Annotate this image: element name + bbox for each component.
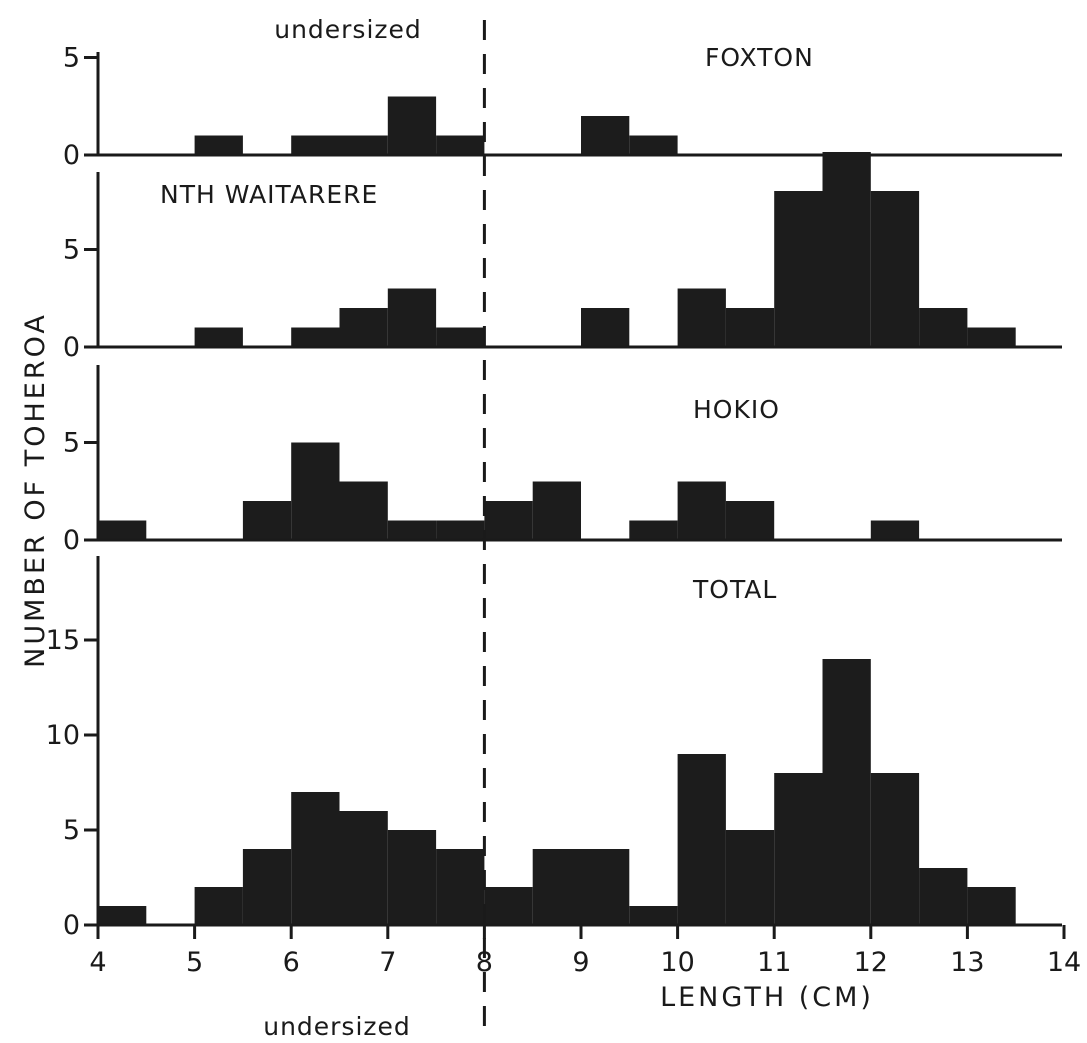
bar-total-10_5 xyxy=(725,830,775,925)
bar-total-4 xyxy=(98,906,147,925)
bar-hokio-8 xyxy=(484,501,533,540)
panel-title-nth-waitarere: NTH WAITARERE xyxy=(160,180,378,209)
bar-nth-waitarere-7 xyxy=(387,288,437,347)
bar-hokio-7_5 xyxy=(436,520,485,540)
bar-foxton-7 xyxy=(387,96,437,155)
bar-total-10 xyxy=(677,754,726,925)
x-tick-label-5: 5 xyxy=(186,947,203,978)
bar-hokio-8_5 xyxy=(532,481,581,540)
y-tick-label-hokio-0: 0 xyxy=(63,525,80,556)
bar-total-11 xyxy=(774,773,823,925)
bar-hokio-10_5 xyxy=(725,501,775,540)
undersized-label-bottom: undersized xyxy=(263,1012,411,1041)
bar-total-11_5 xyxy=(822,659,871,925)
y-tick-label-total-10: 10 xyxy=(46,720,80,751)
y-tick-label-foxton-0: 0 xyxy=(63,140,80,171)
y-axis-title: NUMBER OF TOHEROA xyxy=(20,312,51,668)
bar-hokio-5_5 xyxy=(242,501,292,540)
bar-foxton-9_5 xyxy=(629,135,678,155)
bar-hokio-7 xyxy=(387,520,437,540)
bar-hokio-4 xyxy=(98,520,147,540)
bar-nth-waitarere-6_5 xyxy=(339,308,388,347)
bar-foxton-6_5 xyxy=(339,135,388,155)
bar-nth-waitarere-11_5 xyxy=(822,152,871,347)
bar-total-9_5 xyxy=(629,906,678,925)
y-tick-label-total-15: 15 xyxy=(46,625,80,656)
bar-foxton-6 xyxy=(291,135,340,155)
x-tick-label-6: 6 xyxy=(283,947,300,978)
y-tick-label-total-0: 0 xyxy=(63,910,80,941)
panel-title-hokio: HOKIO xyxy=(693,395,780,424)
x-tick-label-7: 7 xyxy=(379,947,396,978)
bar-total-6 xyxy=(291,792,340,925)
bar-nth-waitarere-10 xyxy=(677,288,726,347)
bar-nth-waitarere-10_5 xyxy=(725,308,775,347)
x-tick-label-11: 11 xyxy=(757,947,791,978)
bar-nth-waitarere-5 xyxy=(194,327,243,347)
bar-nth-waitarere-11 xyxy=(774,191,823,347)
x-axis-title: LENGTH (CM) xyxy=(660,982,874,1013)
bar-nth-waitarere-12 xyxy=(870,191,920,347)
bar-total-6_5 xyxy=(339,811,388,925)
panel-title-foxton: FOXTON xyxy=(705,43,814,72)
bar-nth-waitarere-13 xyxy=(967,327,1016,347)
bar-nth-waitarere-7_5 xyxy=(436,327,485,347)
x-tick-label-10: 10 xyxy=(660,947,694,978)
bar-foxton-5 xyxy=(194,135,243,155)
bar-total-9 xyxy=(581,849,630,925)
x-tick-label-9: 9 xyxy=(572,947,589,978)
y-tick-label-total-5: 5 xyxy=(63,815,80,846)
bar-total-5 xyxy=(194,887,243,925)
x-tick-label-13: 13 xyxy=(950,947,984,978)
y-tick-label-hokio-5: 5 xyxy=(63,428,80,459)
bar-total-7 xyxy=(387,830,437,925)
x-tick-label-14: 14 xyxy=(1047,947,1081,978)
x-tick-label-8: 8 xyxy=(476,947,493,978)
bar-hokio-10 xyxy=(677,481,726,540)
bar-nth-waitarere-12_5 xyxy=(919,308,968,347)
x-tick-label-4: 4 xyxy=(89,947,106,978)
x-tick-label-12: 12 xyxy=(854,947,888,978)
bar-nth-waitarere-6 xyxy=(291,327,340,347)
bar-foxton-9 xyxy=(581,116,630,155)
bar-total-13 xyxy=(967,887,1016,925)
bar-foxton-7_5 xyxy=(436,135,485,155)
panel-title-total: TOTAL xyxy=(692,575,777,604)
bar-total-5_5 xyxy=(242,849,292,925)
bar-total-8_5 xyxy=(532,849,581,925)
bar-hokio-12 xyxy=(870,520,920,540)
bar-nth-waitarere-9 xyxy=(581,308,630,347)
bar-hokio-6 xyxy=(291,442,340,540)
bar-total-8 xyxy=(484,887,533,925)
bar-hokio-9_5 xyxy=(629,520,678,540)
y-tick-label-foxton-5: 5 xyxy=(63,43,80,74)
bar-total-12_5 xyxy=(919,868,968,925)
bar-hokio-6_5 xyxy=(339,481,388,540)
bar-total-7_5 xyxy=(436,849,485,925)
undersized-label-top: undersized xyxy=(274,15,422,44)
y-tick-label-nth-waitarere-0: 0 xyxy=(63,332,80,363)
y-tick-label-nth-waitarere-5: 5 xyxy=(63,235,80,266)
bar-total-12 xyxy=(870,773,920,925)
